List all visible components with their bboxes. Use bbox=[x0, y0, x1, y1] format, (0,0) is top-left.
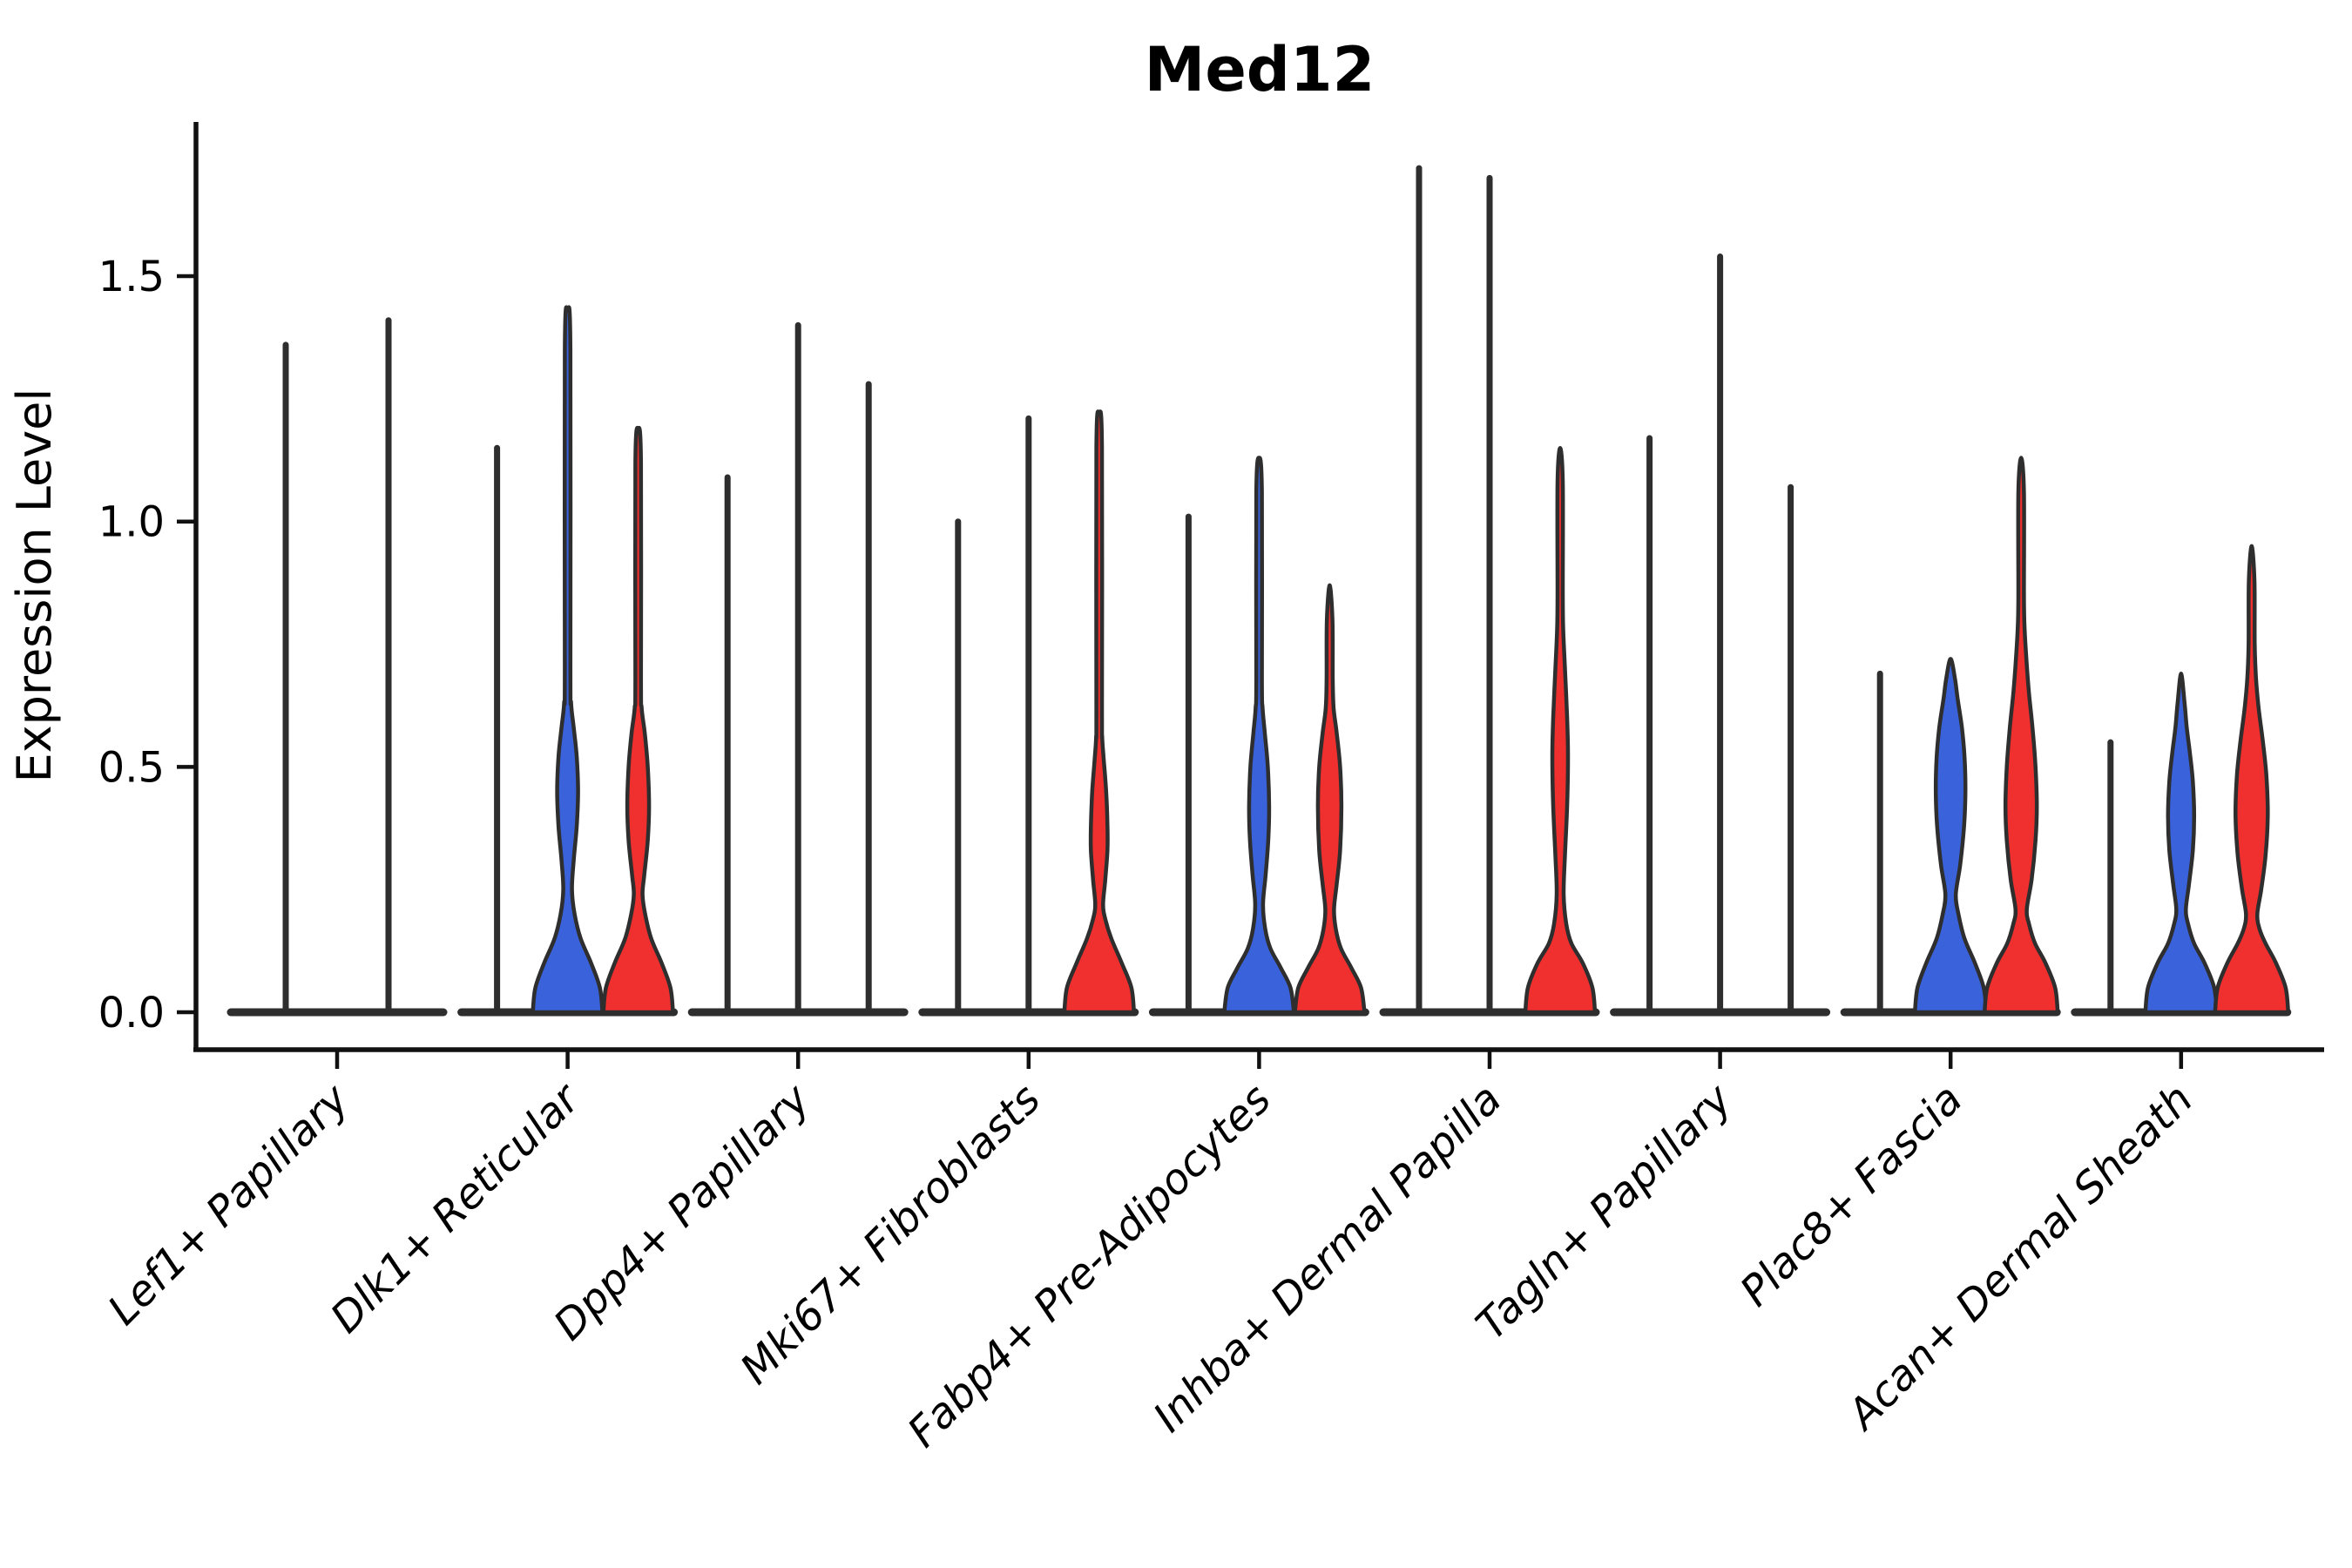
y-tick-label: 1.0 bbox=[98, 498, 165, 547]
blue-violin bbox=[1222, 456, 1296, 1015]
x-tick-label: Plac8+ Fascia bbox=[1731, 1075, 1972, 1316]
y-tick-label: 0.0 bbox=[98, 989, 165, 1037]
x-tick-label: Lef1+ Papillary bbox=[98, 1074, 359, 1335]
red-violin bbox=[1062, 409, 1137, 1015]
blue-violin bbox=[1912, 657, 1989, 1015]
y-tick-label: 1.5 bbox=[98, 253, 165, 301]
red-violin bbox=[1523, 445, 1598, 1015]
red-violin bbox=[2213, 544, 2291, 1015]
y-tick-label: 0.5 bbox=[98, 743, 165, 792]
red-violin bbox=[1293, 583, 1367, 1015]
red-violin bbox=[601, 425, 675, 1015]
red-violin bbox=[1982, 456, 2060, 1015]
blue-violin bbox=[531, 305, 605, 1015]
x-tick-label: Dpp4+ Papillary bbox=[544, 1074, 820, 1349]
blue-violin bbox=[2143, 672, 2220, 1015]
x-tick-label: Tagln+ Papillary bbox=[1467, 1074, 1742, 1349]
y-axis-label: Expression Level bbox=[7, 389, 62, 783]
x-tick-label: Dlk1+ Reticular bbox=[321, 1073, 591, 1343]
chart-title: Med12 bbox=[1145, 34, 1375, 105]
x-tick-label: Fabp4+ Pre-Adipocytes bbox=[898, 1075, 1281, 1457]
